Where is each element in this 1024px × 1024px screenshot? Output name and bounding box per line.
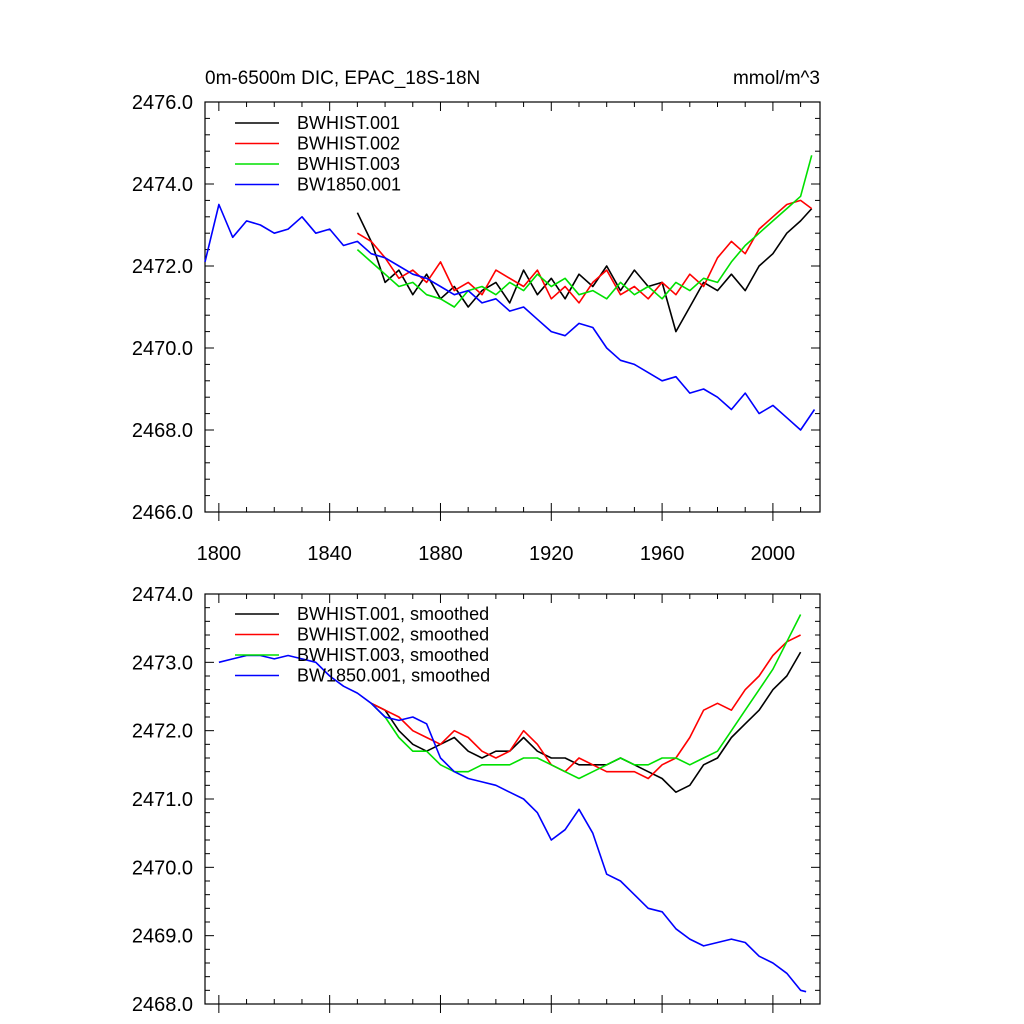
bottom-series-line-2 bbox=[370, 634, 801, 780]
top-ytick-label: 2476.0 bbox=[132, 92, 193, 114]
bottom-ytick-label: 2470.0 bbox=[132, 857, 193, 879]
top-xtick-label: 1920 bbox=[529, 543, 574, 565]
bottom-ytick-label: 2469.0 bbox=[132, 926, 193, 948]
top-chart-panel: 0m-6500m DIC, EPAC_18S-18N mmol/m^3 2466… bbox=[132, 68, 821, 565]
top-legend-label-3: BWHIST.003 bbox=[297, 154, 400, 174]
top-ytick-label: 2472.0 bbox=[132, 256, 193, 278]
top-xtick-label: 1880 bbox=[418, 543, 463, 565]
bottom-chart-panel: 2468.0 2469.0 2470.0 2471.0 2472.0 2473.0 2474… bbox=[132, 584, 821, 1016]
bottom-series-line-4 bbox=[218, 654, 807, 993]
bottom-legend-label-4: BW1850.001, smoothed bbox=[297, 666, 490, 686]
top-xtick-label: 1840 bbox=[307, 543, 352, 565]
top-chart-title: 0m-6500m DIC, EPAC_18S-18N bbox=[205, 68, 480, 89]
top-ytick-label: 2474.0 bbox=[132, 174, 193, 196]
top-chart-units: mmol/m^3 bbox=[733, 68, 820, 89]
top-ytick-label: 2470.0 bbox=[132, 338, 193, 360]
top-legend-label-4: BW1850.001 bbox=[297, 175, 401, 195]
bottom-legend-label-3: BWHIST.003, smoothed bbox=[297, 645, 489, 665]
bottom-ytick-label: 2468.0 bbox=[132, 994, 193, 1016]
top-xtick-label: 1960 bbox=[640, 543, 685, 565]
top-xtick-label: 1800 bbox=[197, 543, 242, 565]
bottom-legend-label-1: BWHIST.001, smoothed bbox=[297, 604, 489, 624]
bottom-legend-label-2: BWHIST.002, smoothed bbox=[297, 625, 489, 645]
bottom-ytick-label: 2473.0 bbox=[132, 652, 193, 674]
top-ytick-label: 2468.0 bbox=[132, 420, 193, 442]
bottom-series-line-3 bbox=[370, 614, 802, 780]
top-legend-label-2: BWHIST.002 bbox=[297, 134, 400, 154]
top-legend-label-1: BWHIST.001 bbox=[297, 113, 400, 133]
top-ytick-label: 2466.0 bbox=[132, 502, 193, 524]
bottom-ytick-label: 2471.0 bbox=[132, 789, 193, 811]
bottom-ytick-label: 2474.0 bbox=[132, 584, 193, 606]
bottom-ytick-label: 2472.0 bbox=[132, 721, 193, 743]
top-series-line-1 bbox=[356, 208, 813, 333]
top-plot-frame bbox=[204, 101, 821, 513]
top-xtick-label: 2000 bbox=[751, 543, 796, 565]
top-series-line-3 bbox=[356, 155, 813, 308]
bottom-series-line-1 bbox=[370, 651, 802, 794]
top-series-line-4 bbox=[204, 203, 816, 431]
